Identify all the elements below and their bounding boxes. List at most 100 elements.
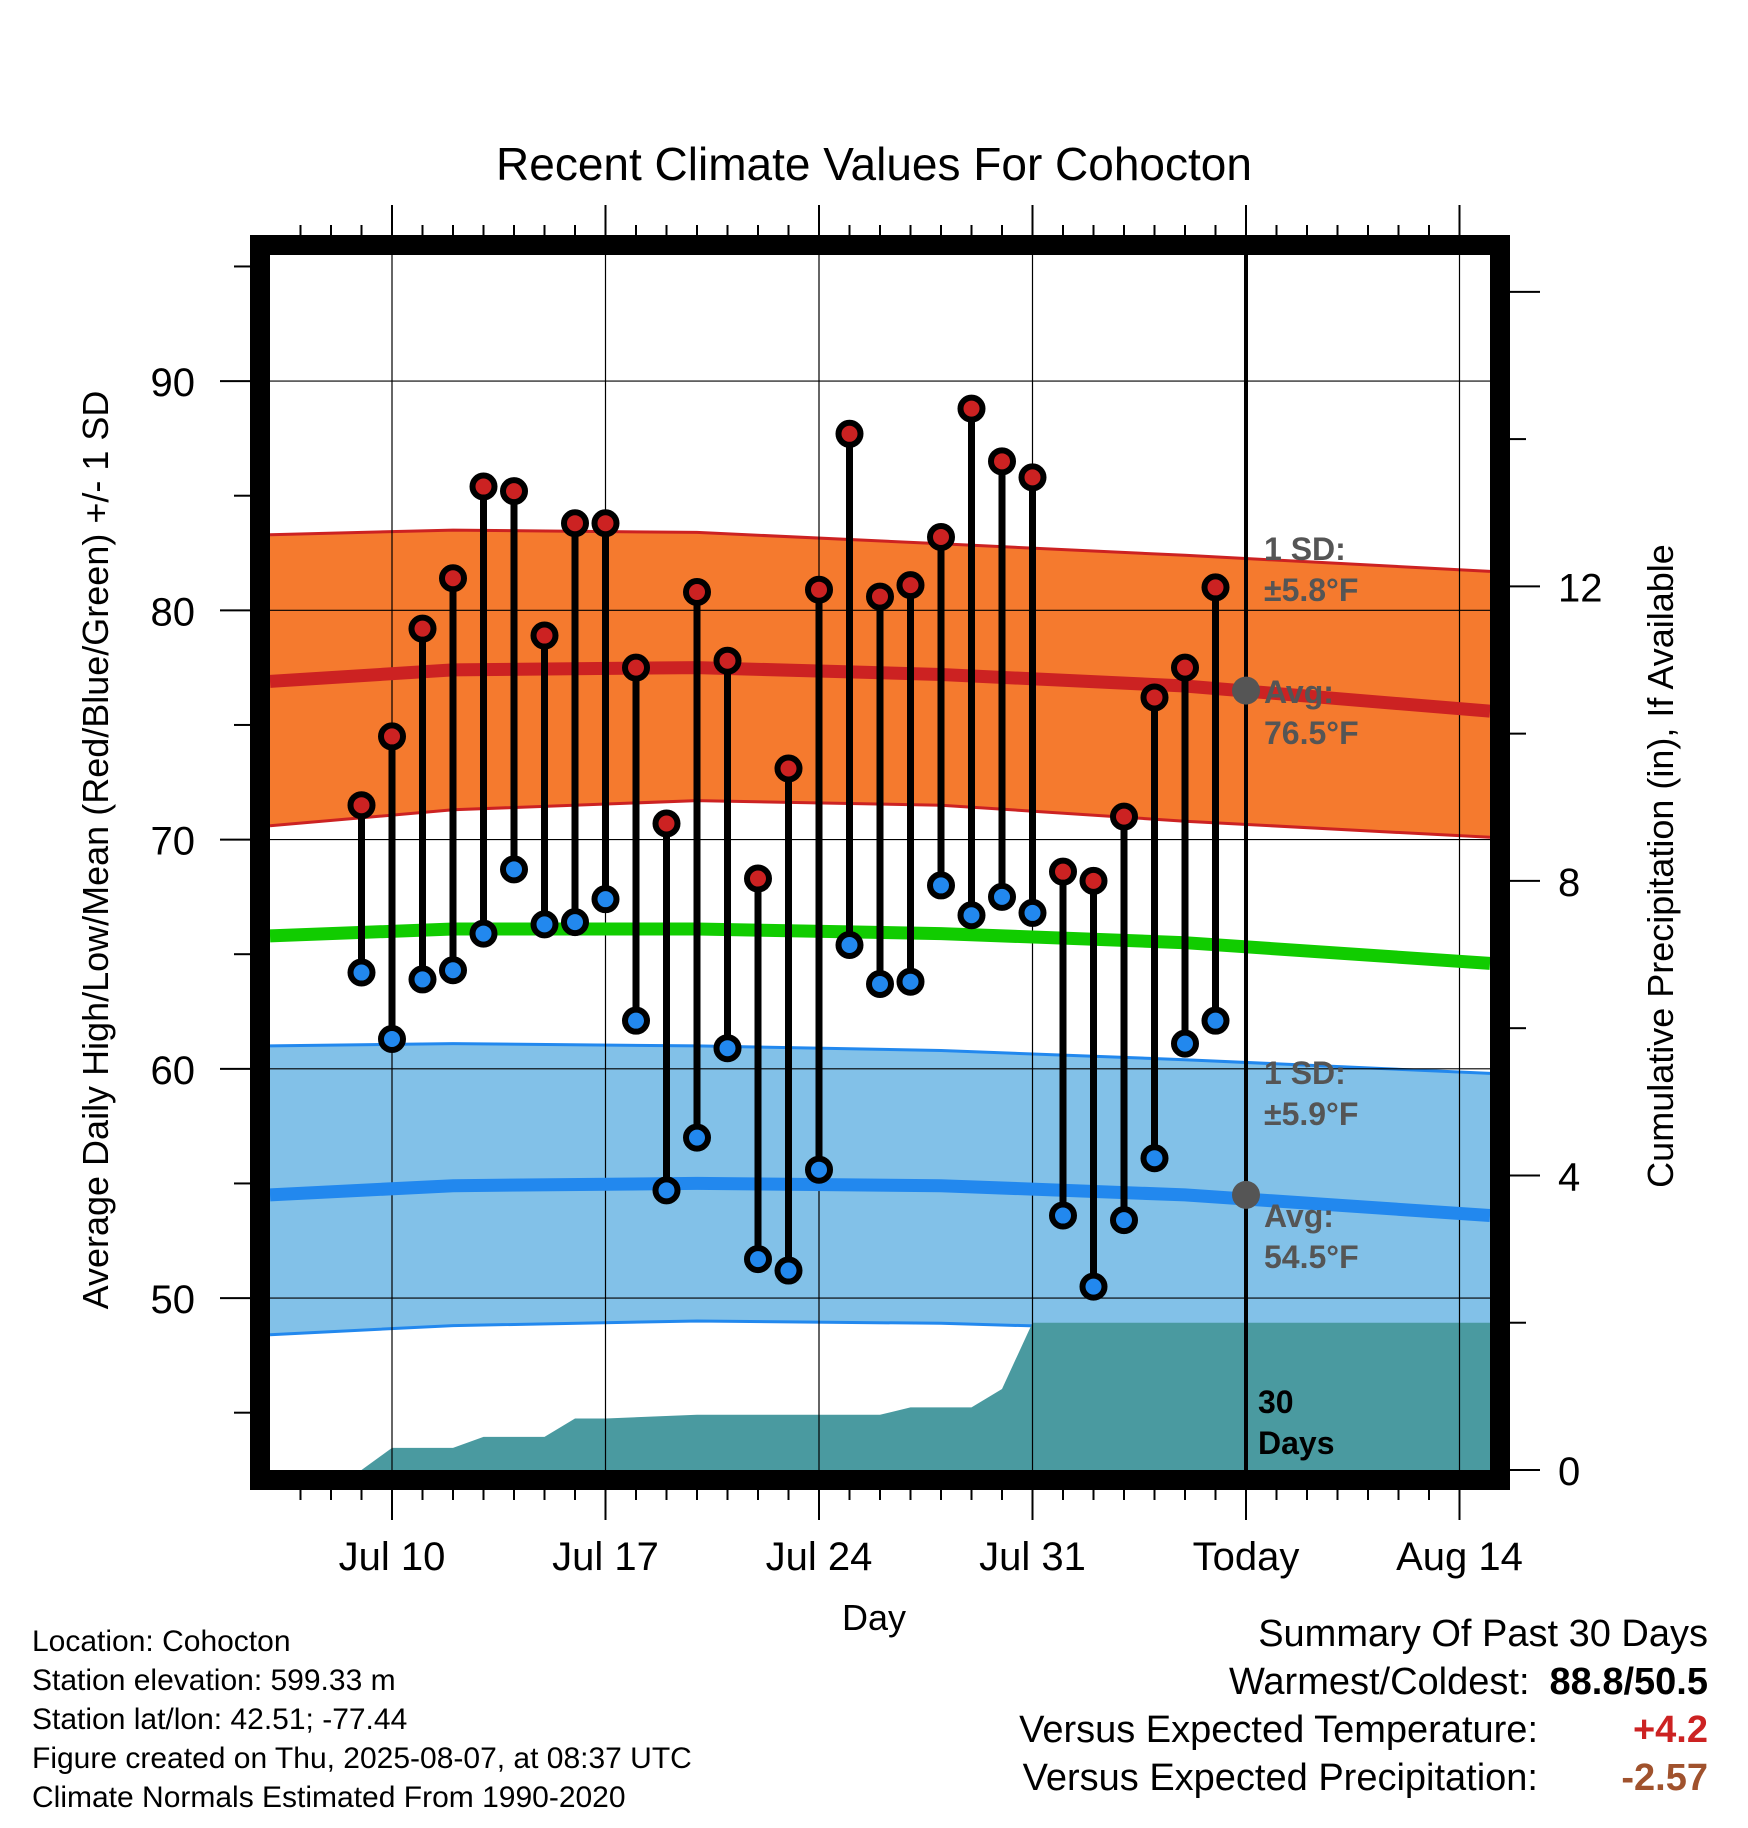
y2-tick-label: 12: [1558, 566, 1603, 610]
high-point: [591, 509, 620, 538]
low-point: [469, 919, 498, 948]
plot-content: 1 SD: ±5.8°F Avg: 76.5°F 1 SD: ±5.9°F Avg: 54.5…: [270, 255, 1490, 1470]
high-avg-value: 76.5°F: [1264, 715, 1359, 751]
high-point: [988, 447, 1016, 476]
high-point: [1049, 857, 1077, 886]
warmest-label: Warmest/Coldest:: [1228, 1661, 1530, 1703]
x-tick-label: Jul 24: [766, 1535, 873, 1579]
low-point: [622, 1006, 650, 1035]
high-point: [622, 653, 650, 682]
low-point: [683, 1123, 711, 1152]
plot-area: 1 SD: ±5.8°F Avg: 76.5°F 1 SD: ±5.9°F Avg: 54.5…: [270, 255, 1490, 1470]
summary-panel: Summary Of Past 30 Days Warmest/Coldest:…: [1019, 1610, 1708, 1802]
plot-frame: [250, 235, 1510, 1490]
today-high-marker: [1232, 676, 1260, 705]
high-point: [1079, 866, 1108, 895]
low-point: [1171, 1029, 1199, 1058]
high-point: [805, 575, 833, 604]
days-count: 30: [1258, 1384, 1294, 1420]
high-point: [1110, 802, 1138, 831]
high-point: [439, 564, 467, 593]
high-point: [378, 722, 406, 751]
low-sd-band: [270, 1043, 1490, 1351]
low-point: [378, 1025, 406, 1054]
y-tick-label: 60: [151, 1049, 196, 1093]
high-point: [927, 522, 955, 551]
low-point: [1049, 1201, 1077, 1230]
low-point: [439, 956, 467, 985]
x-tick-label: Aug 14: [1396, 1535, 1523, 1579]
y2-axis-label: Cumulative Precipitation (in), If Availa…: [1640, 544, 1681, 1188]
x-axis-label: Day: [842, 1597, 906, 1638]
precipitation-area: [270, 1322, 1490, 1470]
high-point: [957, 394, 986, 423]
x-tick-label: Today: [1193, 1535, 1300, 1579]
low-point: [652, 1176, 681, 1205]
low-point: [744, 1245, 772, 1274]
high-sd-value: ±5.8°F: [1264, 572, 1358, 608]
low-sd-value: ±5.9°F: [1264, 1096, 1358, 1132]
high-point: [1201, 573, 1230, 602]
low-point: [500, 855, 528, 884]
low-avg-label: Avg:: [1264, 1198, 1334, 1234]
low-point: [957, 901, 986, 930]
low-point: [866, 970, 894, 998]
high-point: [713, 646, 742, 675]
high-point: [561, 509, 589, 538]
low-point: [1110, 1206, 1138, 1235]
low-point: [1079, 1272, 1108, 1301]
high-point: [408, 614, 437, 643]
y-tick-label: 80: [151, 590, 196, 634]
x-tick-label: Jul 17: [552, 1535, 659, 1579]
warmest-value: 88.8/50.5: [1549, 1661, 1708, 1703]
y2-tick-label: 8: [1558, 861, 1580, 905]
low-avg-value: 54.5°F: [1264, 1239, 1359, 1275]
chart-title: Recent Climate Values For Cohocton: [496, 138, 1252, 190]
today-low-marker: [1232, 1180, 1260, 1209]
station-info: Location: Cohocton Station elevation: 59…: [32, 1622, 692, 1817]
y-axis-label: Average Daily High/Low/Mean (Red/Blue/Gr…: [75, 391, 116, 1310]
low-point: [591, 885, 620, 914]
high-point: [683, 577, 711, 606]
low-point: [1201, 1006, 1230, 1035]
y-tick-label: 90: [151, 361, 196, 405]
summary-precip-row: Versus Expected Precipitation: -2.57: [1019, 1754, 1708, 1802]
high-avg-label: Avg:: [1264, 674, 1334, 710]
high-point: [774, 754, 803, 783]
low-point: [530, 910, 559, 939]
low-sd-label: 1 SD:: [1264, 1055, 1346, 1091]
high-sd-label: 1 SD:: [1264, 531, 1346, 567]
high-point: [1140, 683, 1169, 712]
high-point: [744, 864, 772, 893]
low-point: [1018, 898, 1047, 927]
low-point: [988, 882, 1016, 911]
x-tick-label: Jul 10: [339, 1535, 446, 1579]
high-point: [500, 477, 528, 506]
precip-label: Versus Expected Precipitation:: [1022, 1757, 1538, 1799]
y2-tick-label: 4: [1558, 1155, 1580, 1199]
low-point: [713, 1034, 742, 1063]
high-point: [652, 809, 681, 838]
low-point: [805, 1155, 833, 1184]
high-point: [835, 419, 864, 448]
axes: 50 60 70 80 90 0 4 8 12 Jul 10 Jul 17 Jul 24 Jul 31 T…: [151, 205, 1603, 1579]
location-text: Location: Cohocton: [32, 1625, 291, 1658]
low-point: [1140, 1144, 1169, 1173]
summary-heading: Summary Of Past 30 Days: [1258, 1613, 1708, 1655]
high-point: [469, 472, 498, 501]
y-tick-label: 50: [151, 1278, 196, 1322]
high-point: [866, 582, 894, 611]
low-point: [408, 965, 437, 994]
high-point: [347, 791, 376, 820]
y-tick-label: 70: [151, 820, 196, 864]
low-point: [561, 908, 589, 937]
x-tick-label: Jul 31: [979, 1535, 1086, 1579]
normals-text: Climate Normals Estimated From 1990-2020: [32, 1781, 626, 1814]
summary-warmest-row: Warmest/Coldest: 88.8/50.5: [1019, 1658, 1708, 1706]
high-point: [1018, 463, 1047, 492]
low-point: [927, 871, 955, 900]
low-point: [896, 967, 925, 996]
latlon-text: Station lat/lon: 42.51; -77.44: [32, 1703, 408, 1736]
low-point: [347, 958, 376, 987]
